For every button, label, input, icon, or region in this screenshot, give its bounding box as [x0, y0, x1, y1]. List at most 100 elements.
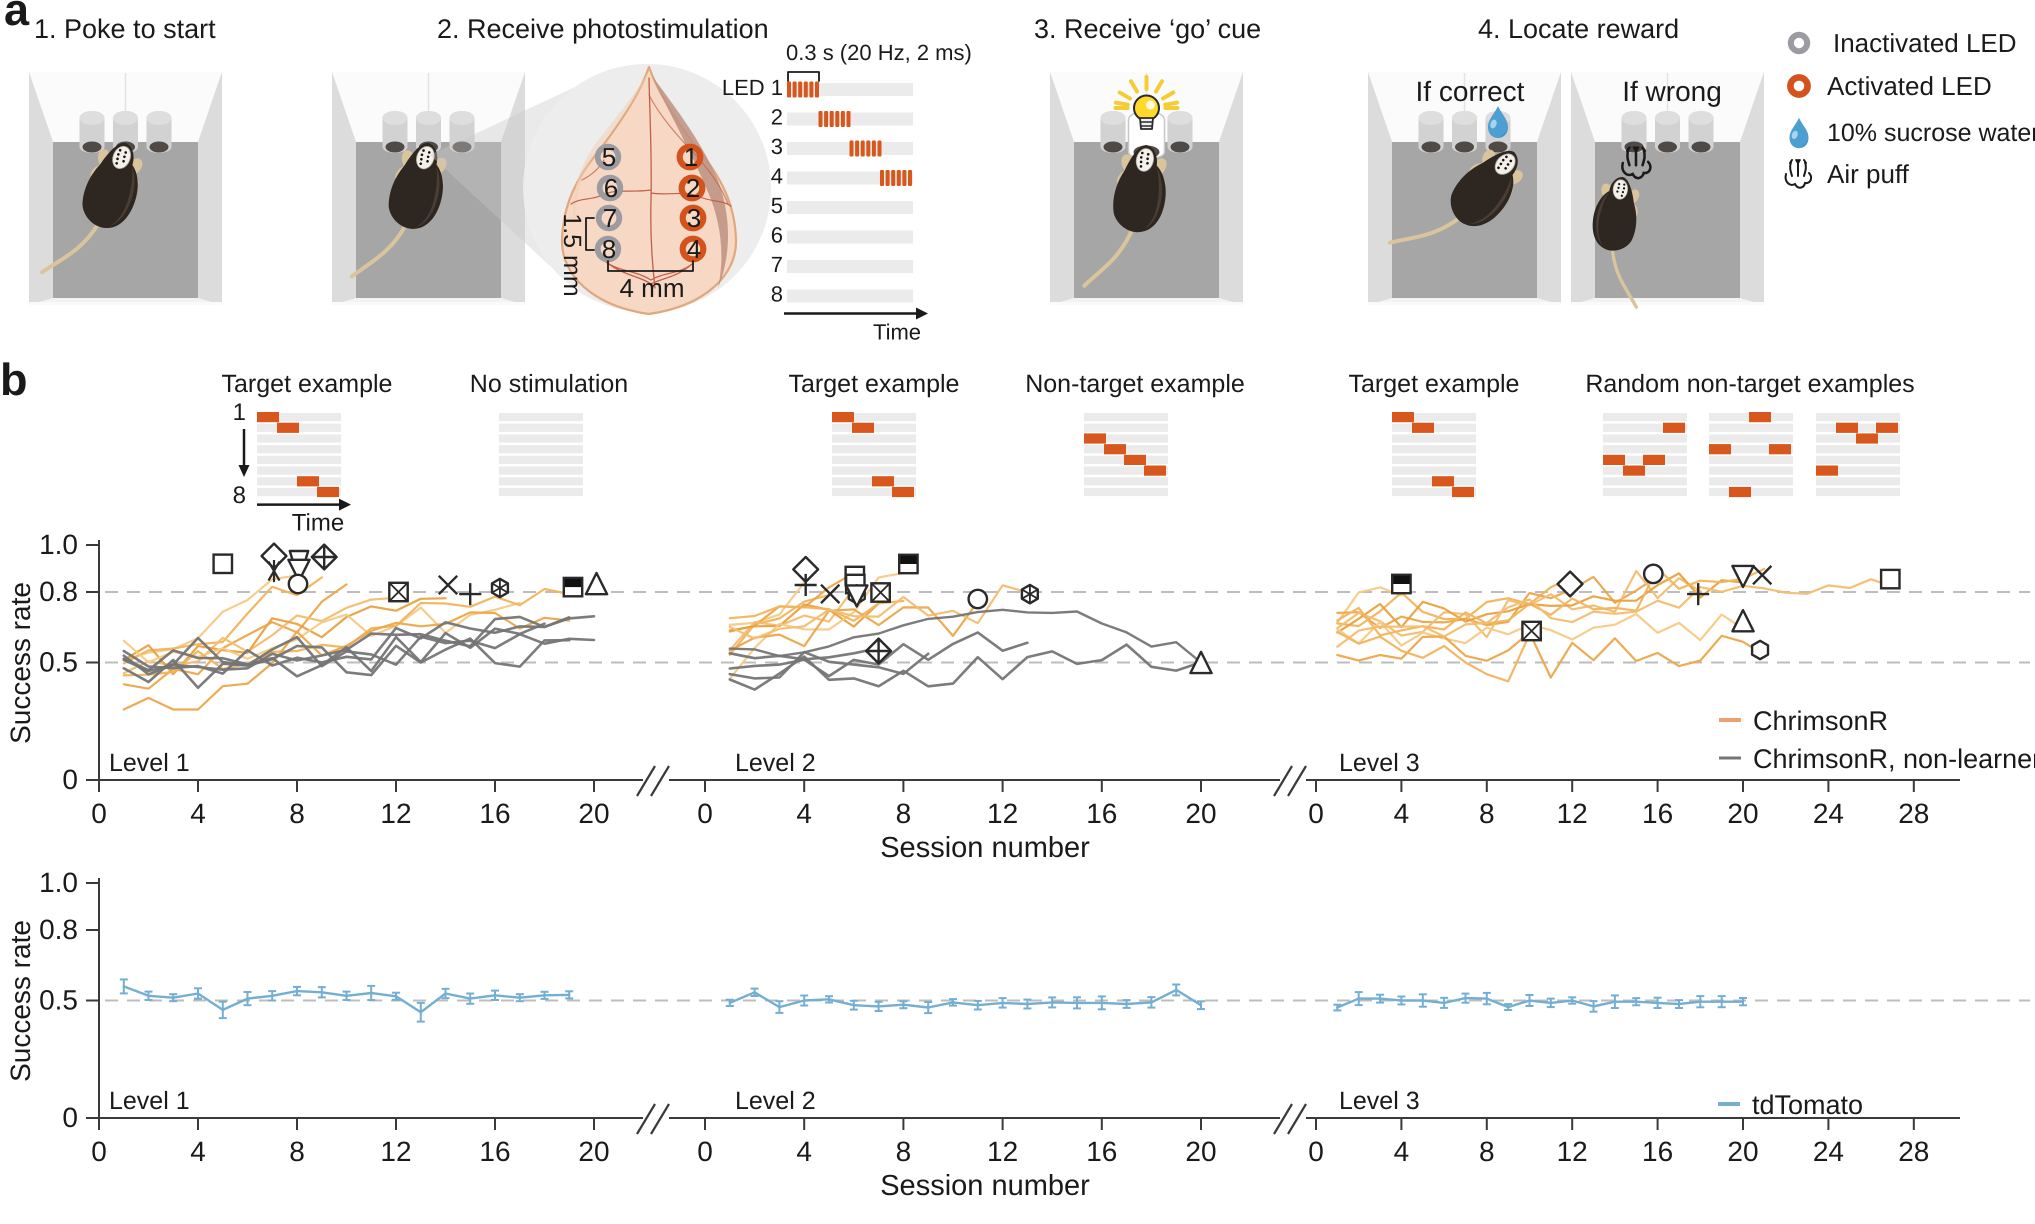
svg-text:0: 0: [1308, 798, 1324, 829]
svg-text:Session number: Session number: [880, 832, 1090, 864]
svg-text:16: 16: [479, 1136, 510, 1167]
svg-text:4: 4: [771, 164, 783, 189]
svg-text:If correct: If correct: [1416, 76, 1525, 107]
svg-text:0: 0: [697, 798, 713, 829]
svg-text:24: 24: [1813, 1136, 1844, 1167]
svg-text:12: 12: [1557, 1136, 1588, 1167]
svg-text:0: 0: [62, 764, 78, 795]
svg-text:20: 20: [578, 1136, 609, 1167]
svg-text:2: 2: [686, 173, 700, 203]
svg-text:8: 8: [1479, 1136, 1495, 1167]
svg-text:0: 0: [697, 1136, 713, 1167]
svg-text:Level 1: Level 1: [109, 749, 190, 777]
svg-text:1: 1: [233, 399, 246, 426]
svg-text:10% sucrose water: 10% sucrose water: [1827, 119, 2035, 147]
svg-text:0.3 s (20 Hz, 2 ms): 0.3 s (20 Hz, 2 ms): [786, 40, 972, 65]
svg-text:Session number: Session number: [880, 1170, 1090, 1202]
svg-text:8: 8: [289, 798, 305, 829]
svg-text:1.0: 1.0: [39, 529, 78, 560]
svg-text:16: 16: [479, 798, 510, 829]
svg-text:4: 4: [796, 798, 812, 829]
svg-text:No stimulation: No stimulation: [470, 370, 628, 398]
svg-text:16: 16: [1642, 1136, 1673, 1167]
svg-text:8: 8: [1479, 798, 1495, 829]
svg-text:1. Poke to start: 1. Poke to start: [34, 14, 216, 44]
svg-text:20: 20: [1185, 1136, 1216, 1167]
svg-text:3: 3: [687, 203, 701, 233]
svg-text:2. Receive photostimulation: 2. Receive photostimulation: [437, 14, 769, 44]
svg-text:20: 20: [1727, 1136, 1758, 1167]
svg-text:0.8: 0.8: [39, 914, 78, 945]
svg-text:8: 8: [896, 1136, 912, 1167]
svg-text:16: 16: [1086, 1136, 1117, 1167]
svg-text:7: 7: [603, 203, 617, 233]
svg-text:8: 8: [233, 482, 246, 509]
svg-text:Level 1: Level 1: [109, 1087, 190, 1115]
svg-text:If wrong: If wrong: [1622, 76, 1722, 107]
svg-text:16: 16: [1086, 798, 1117, 829]
svg-text:6: 6: [771, 223, 783, 248]
svg-text:28: 28: [1898, 798, 1929, 829]
svg-text:b: b: [0, 354, 28, 405]
svg-text:Target example: Target example: [222, 370, 393, 398]
svg-text:tdTomato: tdTomato: [1752, 1090, 1863, 1120]
svg-text:Target example: Target example: [789, 370, 960, 398]
svg-text:0: 0: [91, 798, 107, 829]
svg-text:4. Locate reward: 4. Locate reward: [1478, 14, 1679, 44]
svg-text:4: 4: [1394, 798, 1410, 829]
svg-text:5: 5: [602, 142, 616, 172]
svg-text:24: 24: [1813, 798, 1844, 829]
svg-text:Target example: Target example: [1349, 370, 1520, 398]
svg-text:16: 16: [1642, 798, 1673, 829]
svg-text:12: 12: [380, 798, 411, 829]
svg-text:4 mm: 4 mm: [620, 273, 685, 303]
svg-text:4: 4: [796, 1136, 812, 1167]
svg-text:7: 7: [771, 252, 783, 277]
svg-text:8: 8: [602, 234, 616, 264]
svg-text:ChrimsonR, non-learner: ChrimsonR, non-learner: [1753, 744, 2035, 774]
svg-text:5: 5: [771, 193, 783, 218]
svg-text:Level 2: Level 2: [735, 1087, 816, 1115]
svg-text:4: 4: [687, 234, 701, 264]
svg-text:8: 8: [289, 1136, 305, 1167]
svg-text:8: 8: [771, 282, 783, 307]
svg-text:4: 4: [1394, 1136, 1410, 1167]
svg-text:Air puff: Air puff: [1827, 159, 1910, 189]
svg-text:Time: Time: [292, 510, 344, 537]
svg-text:12: 12: [1557, 798, 1588, 829]
svg-text:20: 20: [1727, 798, 1758, 829]
svg-text:0: 0: [1308, 1136, 1324, 1167]
svg-text:3. Receive ‘go’ cue: 3. Receive ‘go’ cue: [1034, 14, 1261, 44]
svg-text:Success rate: Success rate: [5, 920, 36, 1082]
svg-text:28: 28: [1898, 1136, 1929, 1167]
svg-text:LED 1: LED 1: [722, 75, 783, 100]
svg-text:0: 0: [91, 1136, 107, 1167]
svg-text:0: 0: [62, 1102, 78, 1133]
svg-text:Random non-target examples: Random non-target examples: [1585, 370, 1914, 398]
svg-text:6: 6: [604, 173, 618, 203]
svg-text:1.5 mm: 1.5 mm: [558, 213, 586, 296]
svg-text:3: 3: [771, 134, 783, 159]
svg-text:4: 4: [190, 1136, 206, 1167]
svg-text:Level 3: Level 3: [1339, 749, 1420, 777]
svg-text:20: 20: [1185, 798, 1216, 829]
svg-text:12: 12: [380, 1136, 411, 1167]
svg-text:Success rate: Success rate: [5, 582, 36, 744]
svg-text:4: 4: [190, 798, 206, 829]
svg-text:Inactivated LED: Inactivated LED: [1833, 28, 2017, 58]
svg-text:0.5: 0.5: [39, 985, 78, 1016]
svg-text:2: 2: [771, 105, 783, 130]
svg-text:Time: Time: [873, 320, 921, 345]
svg-text:Non-target example: Non-target example: [1025, 370, 1245, 398]
svg-text:a: a: [4, 0, 30, 35]
svg-text:1.0: 1.0: [39, 867, 78, 898]
svg-text:0.8: 0.8: [39, 576, 78, 607]
svg-text:Level 2: Level 2: [735, 749, 816, 777]
svg-text:12: 12: [987, 798, 1018, 829]
svg-text:20: 20: [578, 798, 609, 829]
svg-text:1: 1: [684, 142, 698, 172]
svg-text:Activated LED: Activated LED: [1827, 71, 1992, 101]
svg-text:Level 3: Level 3: [1339, 1087, 1420, 1115]
svg-text:12: 12: [987, 1136, 1018, 1167]
svg-text:0.5: 0.5: [39, 647, 78, 678]
